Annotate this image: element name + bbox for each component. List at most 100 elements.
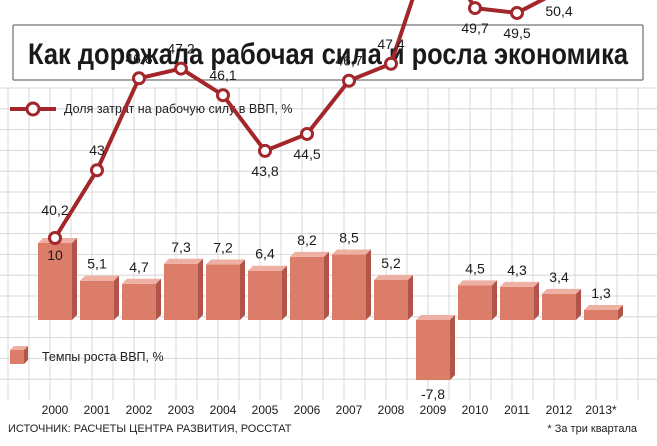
bar-front [374,279,408,320]
bar-label: 1,3 [591,285,611,301]
legend-line-label: Доля затрат на рабочую силу в ВВП, % [64,102,293,116]
bar-top-face [332,249,371,255]
data-labels: 10 5,1 4,7 7,3 7,2 6,4 8,2 8,5 5,2 -7,8 4,5 4,3 3,4 1… [41,3,611,402]
bar-label: -7,8 [421,386,445,402]
bar-2006 [290,251,329,320]
bar-front [248,270,282,320]
x-tick-label: 2000 [42,403,69,417]
bar-side-face [72,238,77,320]
line-point [510,5,524,20]
line-label: 43,8 [251,163,278,179]
x-tick-label: 2006 [294,403,321,417]
line-point [132,71,146,86]
bars [38,238,623,381]
bar-side-face [450,315,455,381]
bar-side-face [156,278,161,320]
title-box: Как дорожала рабочая сила и росла эконом… [12,24,644,81]
bar-front [80,280,114,320]
bar-top-face [206,259,245,265]
chart-title: Как дорожала рабочая сила и росла эконом… [28,38,628,71]
x-tick-label: 2008 [378,403,405,417]
bar-front [122,283,156,320]
bar-label: 4,3 [507,262,527,278]
bar-top-face [584,304,623,310]
bar-2009 [416,315,455,381]
bar-top-face [542,288,581,294]
bar-top-face [458,280,497,286]
line-label: 50,4 [545,3,572,19]
bar-side-face [198,258,203,320]
footnote: * За три квартала [547,423,637,435]
x-tick-label: 2013* [585,403,617,417]
bar-2008 [374,274,413,320]
x-tick-label: 2012 [546,403,573,417]
bar-front [332,254,366,320]
bar-label: 7,2 [213,240,233,256]
legend-bar-swatch [10,350,24,364]
bar-top-face [374,274,413,280]
bar-side-face [534,281,539,320]
line-label: 49,5 [503,25,530,41]
legend-line-marker [25,101,41,117]
bar-2002 [122,278,161,320]
line-series [48,0,547,245]
bar-top-face [164,258,203,264]
bar-front [500,286,534,320]
bar-2011 [500,281,539,320]
legend-bar-swatch-top [10,346,28,350]
line-label: 46,1 [209,67,236,83]
x-tick-label: 2009 [420,403,447,417]
bar-side-face [324,251,329,320]
x-tick-label: 2002 [126,403,153,417]
x-tick-label: 2004 [210,403,237,417]
legend-bar-label: Темпы роста ВВП, % [42,350,164,364]
legend-bar-swatch-side [24,346,28,364]
x-tick-label: 2010 [462,403,489,417]
bar-top-face [416,315,455,320]
bar-side-face [576,288,581,320]
bar-label: 5,2 [381,255,401,271]
bar-side-face [282,265,287,320]
bar-front [458,285,492,320]
line-point [342,73,356,88]
bar-label: 6,4 [255,246,275,262]
bar-side-face [618,304,623,320]
bar-front [290,256,324,320]
line-label: 47,4 [377,36,404,52]
bar-2012 [542,288,581,320]
bar-front [164,263,198,320]
line-label: 46,8 [125,50,152,66]
bar-2013* [584,304,623,320]
line-point [174,61,188,76]
line-label: 46,7 [335,53,362,69]
line-label: 49,7 [461,20,488,36]
bar-2007 [332,249,371,320]
line-point [216,88,230,103]
bar-label: 3,4 [549,269,569,285]
line-label: 44,5 [293,146,320,162]
bar-side-face [492,280,497,320]
bar-label: 7,3 [171,239,191,255]
bar-top-face [248,265,287,271]
bar-top-face [500,281,539,287]
bar-2003 [164,258,203,320]
bar-label: 8,2 [297,232,317,248]
bar-2010 [458,280,497,320]
x-tick-label: 2001 [84,403,111,417]
bar-label: 4,5 [465,260,485,276]
legend-bar: Темпы роста ВВП, % [10,346,164,364]
bar-2004 [206,259,245,320]
bar-top-face [290,251,329,257]
bar-side-face [114,275,119,320]
x-tick-label: 2003 [168,403,195,417]
bar-side-face [366,249,371,320]
line-point [48,231,62,245]
bar-side-face [240,259,245,320]
line-point [384,56,398,71]
line-point [258,143,272,158]
x-tick-label: 2007 [336,403,363,417]
bar-label: 8,5 [339,230,359,246]
line-label: 40,2 [41,202,68,218]
